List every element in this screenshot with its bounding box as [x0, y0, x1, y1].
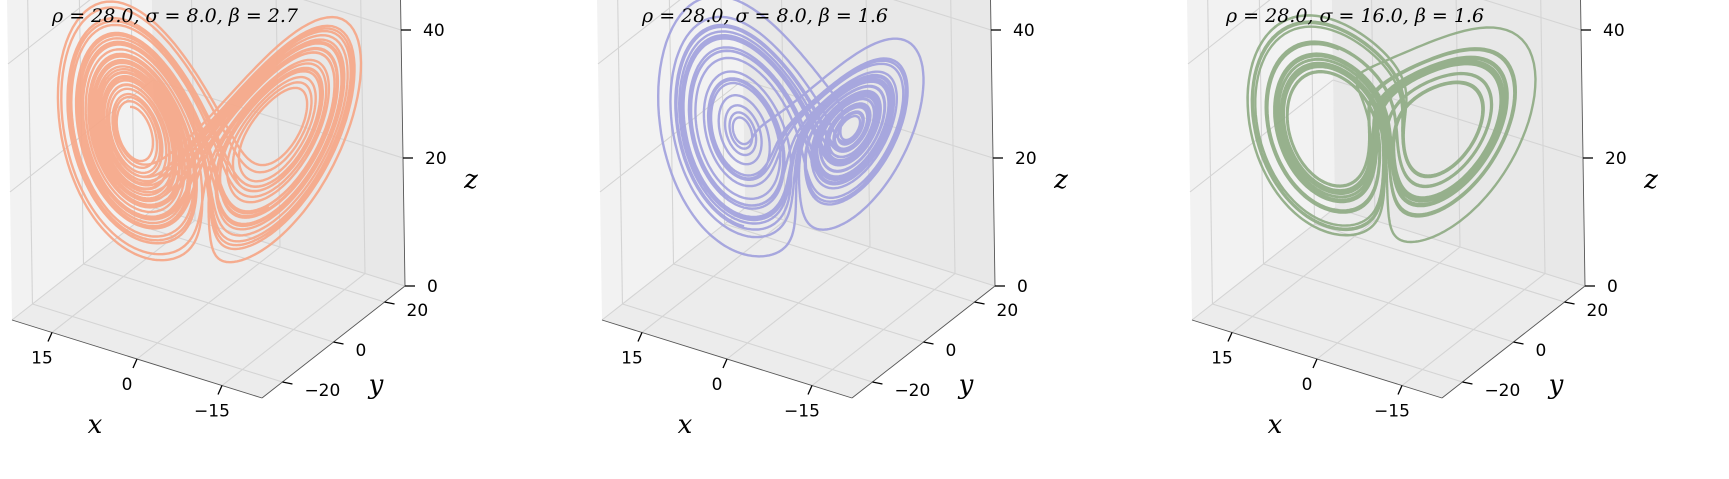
x-tick-label: 15: [1211, 348, 1233, 368]
attractor-trajectory: [1246, 14, 1537, 244]
y-tick-label: −20: [894, 381, 930, 401]
y-tick-mark: [1564, 301, 1575, 305]
gridline-z: [11, 207, 156, 321]
y-tick-mark: [1513, 341, 1524, 345]
y-tick-label: −20: [1484, 381, 1520, 401]
z-tick-label: 20: [1605, 149, 1627, 169]
z-tick-label: 40: [1013, 21, 1035, 41]
y-tick-label: −20: [304, 381, 340, 401]
x-tick-mark: [807, 385, 813, 395]
gridline-y: [617, 0, 623, 304]
chart-panel-3: −15 0 15 −20 0 20 0 20 40 x y z ρ = 28.0, σ = 16.0, …: [1187, 0, 1658, 440]
x-tick-label: 0: [1302, 375, 1313, 395]
z-axis-label: z: [463, 165, 478, 195]
y-tick-label: 0: [946, 341, 957, 361]
x-tick-label: 15: [31, 348, 53, 368]
z-tick-label: 0: [1017, 277, 1028, 297]
x-tick-label: 0: [712, 375, 723, 395]
gridline-y: [1258, 0, 1265, 265]
z-axis-line: [1580, 0, 1586, 287]
gridline-z: [892, 0, 992, 31]
y-tick-mark: [974, 301, 985, 305]
y-axis-label: y: [368, 370, 384, 400]
x-tick-label: −15: [1374, 402, 1410, 422]
x-tick-mark: [1397, 385, 1403, 395]
gridline-y: [1207, 0, 1213, 304]
gridline-y: [27, 0, 33, 304]
gridline-z: [302, 0, 402, 31]
gridline-x: [950, 0, 956, 274]
y-tick-label: 20: [997, 301, 1019, 321]
y-tick-label: 0: [356, 341, 367, 361]
attractor-trajectory: [657, 0, 925, 258]
gridline-y: [1212, 303, 1463, 383]
x-axis-label: x: [1268, 410, 1283, 440]
x-tick-label: 0: [122, 375, 133, 395]
z-tick-label: 20: [425, 149, 447, 169]
z-axis-label: z: [1643, 165, 1658, 195]
y-axis-label: y: [1548, 370, 1564, 400]
y-tick-label: 20: [1587, 301, 1609, 321]
chart-panel-1: −15 0 15 −20 0 20 0 20 40 x y z ρ = 28.0, σ = 8.0, β…: [7, 0, 478, 440]
gridline-x: [1540, 0, 1546, 274]
z-tick-label: 20: [1015, 149, 1037, 169]
attractor-trajectory: [56, 0, 363, 264]
chart-title: ρ = 28.0, σ = 8.0, β = 1.6: [641, 5, 888, 27]
x-tick-label: 15: [621, 348, 643, 368]
z-axis-line: [400, 0, 406, 287]
gridline-z: [1189, 79, 1334, 193]
y-tick-mark: [923, 341, 934, 345]
y-tick-mark: [333, 341, 344, 345]
x-tick-mark: [217, 385, 223, 395]
x-tick-label: −15: [784, 402, 820, 422]
gridline-x: [360, 0, 366, 274]
z-tick-label: 0: [1607, 277, 1618, 297]
y-tick-mark: [282, 381, 293, 385]
gridline-z: [1191, 207, 1336, 321]
z-tick-label: 0: [427, 277, 438, 297]
y-tick-mark: [384, 301, 395, 305]
x-axis-label: x: [678, 410, 693, 440]
x-tick-mark: [637, 332, 643, 342]
side-pane: [597, 0, 745, 320]
gridline-z: [597, 0, 681, 65]
chart-panel-2: −15 0 15 −20 0 20 0 20 40 x y z ρ = 28.0, σ = 8.0, β…: [597, 0, 1068, 440]
gridline-z: [1482, 0, 1582, 31]
gridline-y: [673, 263, 924, 343]
y-tick-label: 0: [1536, 341, 1547, 361]
y-tick-mark: [1462, 381, 1473, 385]
x-tick-mark: [132, 358, 138, 369]
chart-title: ρ = 28.0, σ = 8.0, β = 2.7: [51, 5, 299, 27]
x-tick-mark: [1312, 358, 1318, 369]
gridline-z: [7, 0, 91, 65]
gridline-z: [599, 79, 744, 193]
gridline-y: [1314, 223, 1565, 303]
chart-title: ρ = 28.0, σ = 16.0, β = 1.6: [1225, 5, 1484, 27]
z-axis-line: [990, 0, 996, 287]
x-tick-mark: [1227, 332, 1233, 342]
gridline-y: [83, 263, 334, 343]
gridline-y: [1263, 263, 1514, 343]
gridline-y: [32, 303, 283, 383]
y-axis-label: y: [958, 370, 974, 400]
gridline-y: [622, 303, 873, 383]
z-tick-label: 40: [1603, 21, 1625, 41]
y-tick-mark: [872, 381, 883, 385]
gridline-z: [601, 207, 746, 321]
z-tick-label: 40: [423, 21, 445, 41]
y-tick-label: 20: [407, 301, 429, 321]
x-tick-mark: [47, 332, 53, 342]
x-axis-label: x: [88, 410, 103, 440]
gridline-z: [154, 207, 406, 287]
x-tick-label: −15: [194, 402, 230, 422]
z-axis-label: z: [1053, 165, 1068, 195]
gridline-x: [1455, 0, 1461, 248]
gridline-z: [1187, 0, 1271, 65]
x-tick-mark: [722, 358, 728, 369]
